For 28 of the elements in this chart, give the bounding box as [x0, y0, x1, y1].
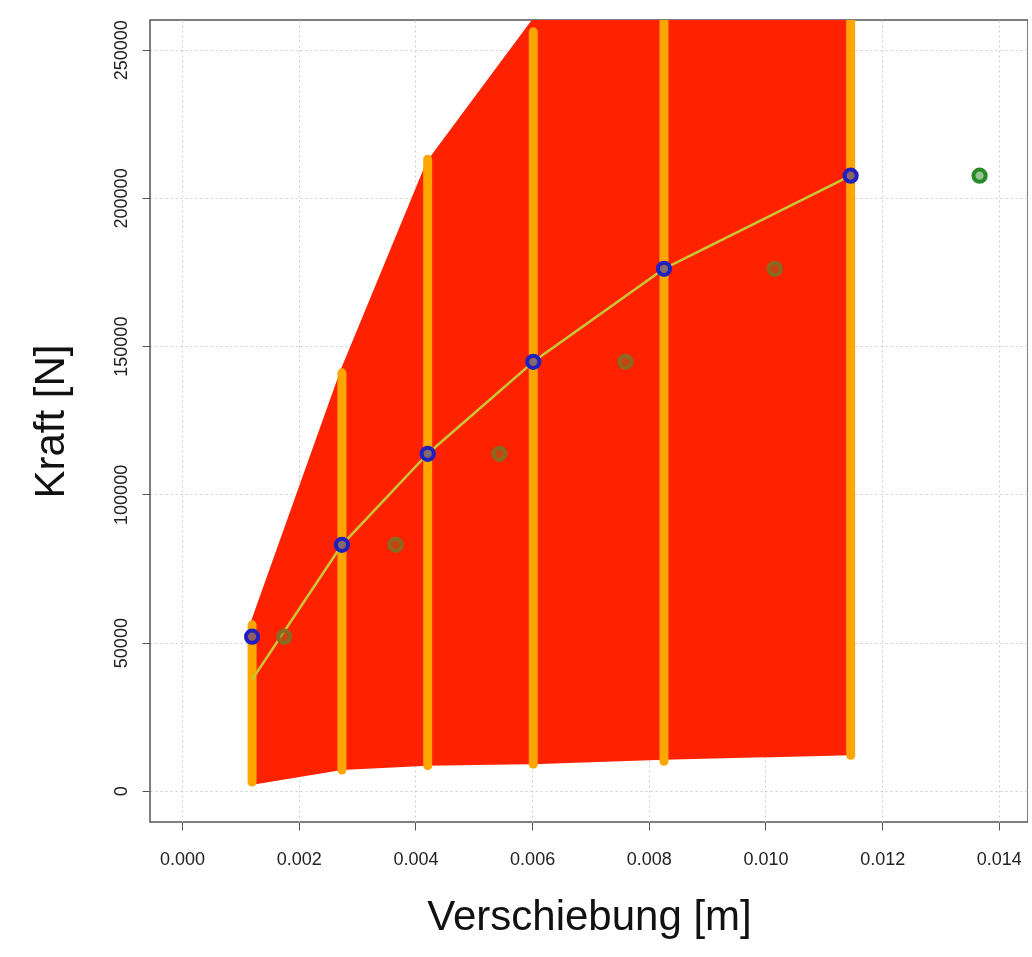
point [971, 167, 988, 184]
x-tick-label: 0.012 [860, 848, 906, 869]
point [525, 353, 542, 370]
x-tick-label: 0.008 [626, 848, 672, 869]
point [766, 260, 783, 277]
x-tick-label: 0.004 [393, 848, 439, 869]
point [617, 353, 634, 370]
x-tick-label: 0.014 [976, 848, 1022, 869]
point [842, 167, 859, 184]
point [276, 628, 293, 645]
y-tick-label: 150000 [110, 316, 131, 377]
y-tick-label: 0 [110, 786, 131, 797]
y-tick-label: 200000 [110, 168, 131, 229]
point [387, 536, 404, 553]
point [419, 445, 436, 462]
x-tick-label: 0.002 [276, 848, 322, 869]
point [333, 536, 351, 553]
x-tick-label: 0.006 [510, 848, 556, 869]
point [655, 260, 673, 277]
y-tick-label: 100000 [110, 464, 131, 525]
y-tick-label: 50000 [110, 618, 131, 669]
y-axis-title: Kraft [N] [25, 344, 73, 499]
x-tick-label: 0.010 [743, 848, 789, 869]
x-tick-label: 0.000 [160, 848, 206, 869]
point [243, 628, 261, 645]
point [491, 445, 508, 462]
y-tick-label: 250000 [110, 20, 131, 81]
x-axis-title: Verschiebung [m] [427, 891, 752, 939]
